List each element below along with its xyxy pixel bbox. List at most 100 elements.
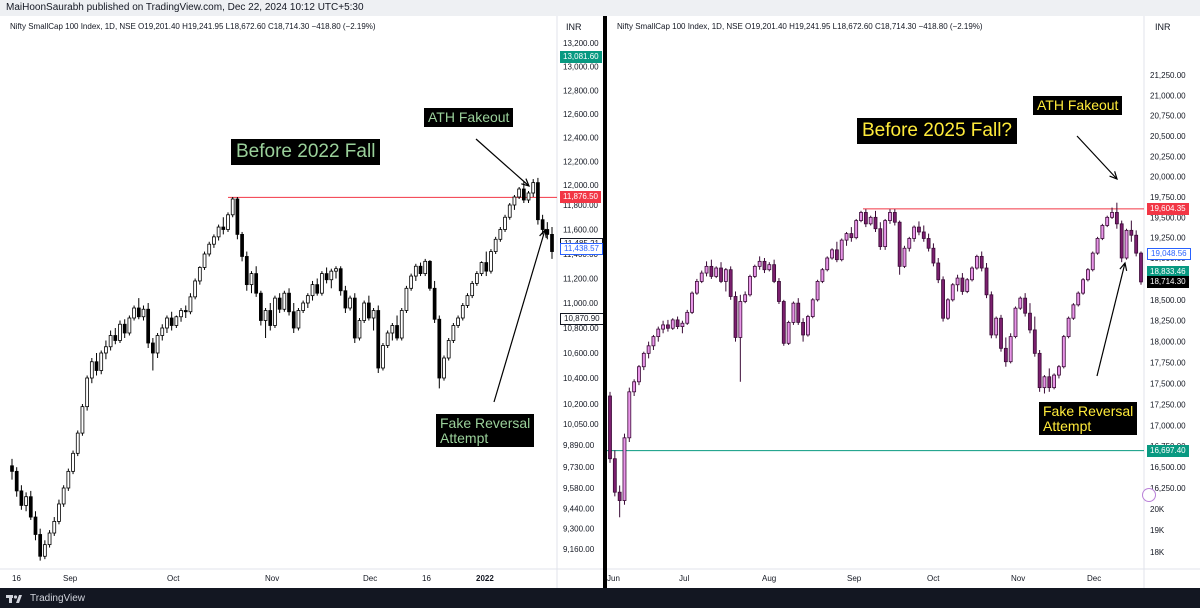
candle: [815, 279, 820, 302]
candle-body: [484, 262, 489, 272]
candle: [974, 254, 979, 270]
alert-circle-icon[interactable]: [1142, 488, 1156, 502]
footer-bar: TradingView: [0, 588, 1200, 608]
candle: [305, 293, 310, 308]
candle-body: [767, 264, 772, 271]
candle: [762, 258, 767, 274]
candle-body: [235, 198, 240, 235]
candle: [646, 341, 651, 359]
candle-body: [777, 281, 781, 302]
candle: [670, 318, 675, 330]
candle: [627, 387, 632, 442]
x-tick-label: Nov: [265, 574, 279, 583]
candle-body: [521, 188, 526, 201]
candle: [188, 293, 193, 315]
y-tick-label: 17,750.00: [1150, 359, 1186, 368]
candle-body: [489, 251, 493, 272]
candle-body: [136, 307, 141, 318]
candle: [512, 195, 517, 210]
candle-body: [912, 226, 917, 239]
candle-body: [1105, 216, 1110, 226]
candle: [456, 315, 460, 328]
candle: [85, 375, 89, 411]
candle: [94, 353, 99, 376]
candle-body: [85, 377, 89, 408]
chart-svg-left[interactable]: 13,200.00 13,000.00 12,800.00 12,600.00 12,4…: [0, 16, 603, 588]
candle: [235, 197, 240, 240]
candle: [409, 273, 413, 291]
candle-body: [503, 216, 507, 230]
candle-body: [263, 310, 268, 321]
candle: [781, 299, 786, 346]
candle: [207, 241, 212, 257]
candle: [536, 177, 540, 225]
candle-body: [540, 219, 545, 230]
candle: [1090, 251, 1095, 272]
candle: [1139, 251, 1143, 285]
candle: [179, 308, 183, 322]
annotation-arrow: [1076, 135, 1118, 180]
candle: [404, 285, 409, 313]
candle: [757, 256, 762, 270]
candle: [113, 328, 118, 345]
candle-body: [287, 292, 291, 313]
candle: [612, 450, 617, 497]
candle-body: [465, 295, 470, 306]
candle-body: [151, 342, 155, 354]
candle: [1042, 375, 1047, 394]
candle: [357, 318, 362, 341]
y-tick-label: 13,200.00: [563, 39, 599, 48]
candle-body: [868, 216, 873, 225]
candle: [825, 256, 830, 272]
candle-body: [531, 182, 536, 194]
chart-panel-left[interactable]: 13,200.00 13,000.00 12,800.00 12,600.00 12,4…: [0, 16, 603, 588]
price-axis-label: 16,697.40: [1147, 444, 1189, 457]
candle-body: [75, 432, 80, 454]
candle: [617, 485, 622, 518]
candle-body: [57, 503, 61, 522]
candle-body: [1028, 312, 1032, 331]
x-tick-label: 16: [422, 574, 431, 583]
candle-body: [390, 325, 395, 334]
candle: [863, 209, 868, 228]
candle-body: [1032, 329, 1037, 354]
candle-body: [1081, 279, 1085, 294]
candle-body: [493, 238, 498, 252]
candle: [273, 295, 277, 328]
candle-body: [451, 325, 456, 341]
candle: [28, 490, 33, 520]
candle: [1100, 223, 1105, 241]
candle-body: [367, 302, 371, 319]
candle: [902, 245, 907, 269]
candle: [859, 210, 863, 223]
candle-body: [637, 366, 641, 383]
x-tick-label: 16: [12, 574, 21, 583]
candle-body: [617, 491, 622, 501]
candle: [390, 323, 395, 341]
y-tick-label: 21,000.00: [1150, 91, 1186, 100]
candle: [423, 258, 428, 277]
candle: [1134, 230, 1139, 257]
y-tick-label: 20,000.00: [1150, 173, 1186, 182]
candle: [338, 266, 343, 296]
candle: [704, 261, 709, 277]
candle-body: [1066, 317, 1071, 338]
y-tick-label: 10,600.00: [563, 349, 599, 358]
candle: [970, 266, 974, 282]
candle: [132, 305, 136, 321]
candle-body: [946, 299, 950, 319]
chart-svg-right[interactable]: 21,250.00 21,000.00 20,750.00 20,500.00 20,2…: [607, 16, 1200, 588]
y-tick-label: 9,890.00: [563, 441, 595, 450]
candle: [437, 315, 442, 389]
tradingview-logo[interactable]: TradingView: [6, 590, 86, 606]
candle: [460, 303, 465, 321]
candle-body: [1061, 336, 1066, 368]
x-tick-label: Jul: [679, 574, 689, 583]
candle-body: [888, 212, 892, 221]
candle: [268, 303, 273, 331]
candle: [75, 430, 80, 457]
candle-body: [902, 247, 907, 267]
candle-body: [479, 262, 484, 274]
candle-body: [825, 257, 830, 271]
candle-body: [994, 317, 999, 336]
